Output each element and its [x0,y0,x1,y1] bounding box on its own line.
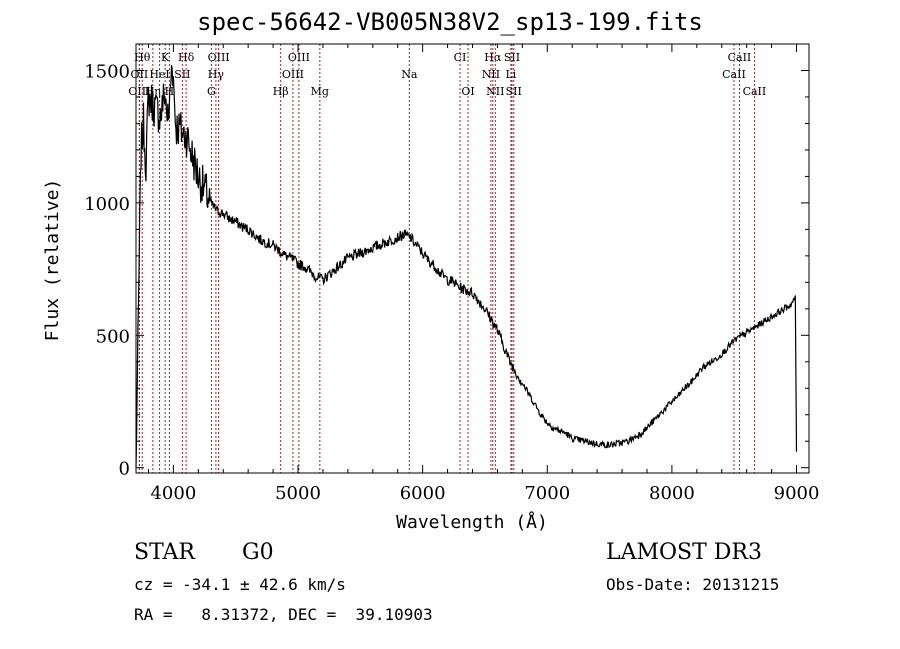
y-tick-label-500: 500 [96,326,130,347]
line-label-8: CaII [728,51,752,64]
line-label-9: OII [131,68,149,81]
y-tick-label-1000: 1000 [84,194,130,215]
line-label-16: Li [505,68,516,81]
x-tick-label-7000: 7000 [524,483,570,504]
line-label-21: G [207,85,216,98]
chart-title: spec-56642-VB005N38V2_sp13-199.fits [197,8,703,36]
line-label-0: Hθ [134,51,151,64]
axis-ticks: 4000 5000 6000 7000 8000 9000 0 500 1000 1500 [84,44,819,504]
survey-label: LAMOST DR3 [606,540,762,565]
line-label-24: OI [461,85,474,98]
line-label-22: Hβ [273,85,289,98]
line-label-6: Hα [484,51,502,64]
line-label-7: SII [504,51,520,64]
plot-axes [135,43,810,474]
line-label-1: K [161,51,170,64]
x-tick-label-8000: 8000 [649,483,695,504]
line-label-5: CI [454,51,467,64]
line-label-17: CaII [722,68,746,81]
line-label-4: OIII [288,51,310,64]
class-label: STAR [134,540,195,565]
x-axis-label: Wavelength (Å) [396,511,548,533]
line-label-11: SII [174,68,190,81]
x-tick-label-5000: 5000 [275,483,321,504]
line-label-26: SII [506,85,522,98]
line-label-14: Na [401,68,418,81]
line-label-12: Hγ [208,68,225,81]
line-label-25: NII [486,85,504,98]
x-tick-label-6000: 6000 [400,483,446,504]
x-tick-label-9000: 9000 [774,483,820,504]
line-label-27: CaII [743,85,767,98]
line-label-13: OIII [282,68,304,81]
x-tick-label-4000: 4000 [150,483,196,504]
flux-line [135,65,798,468]
y-tick-label-1500: 1500 [84,61,130,82]
cz-readout: cz = -34.1 ± 42.6 km/s [134,575,346,594]
y-axis-label: Flux (relative) [42,179,63,342]
line-label-15: NII [482,68,500,81]
y-tick-label-0: 0 [119,459,130,480]
plot-frame [135,43,810,474]
subclass-label: G0 [242,540,274,565]
line-label-18: OIII [128,85,150,98]
spectrum-series [135,65,798,468]
line-label-2: Hδ [178,51,195,64]
line-label-3: OIII [208,51,230,64]
obs-date: Obs-Date: 20131215 [606,575,780,594]
coordinates-readout: RA = 8.31372, DEC = 39.10903 [134,605,433,624]
line-label-10: HeI [149,68,169,81]
line-label-23: Mg [311,85,329,98]
